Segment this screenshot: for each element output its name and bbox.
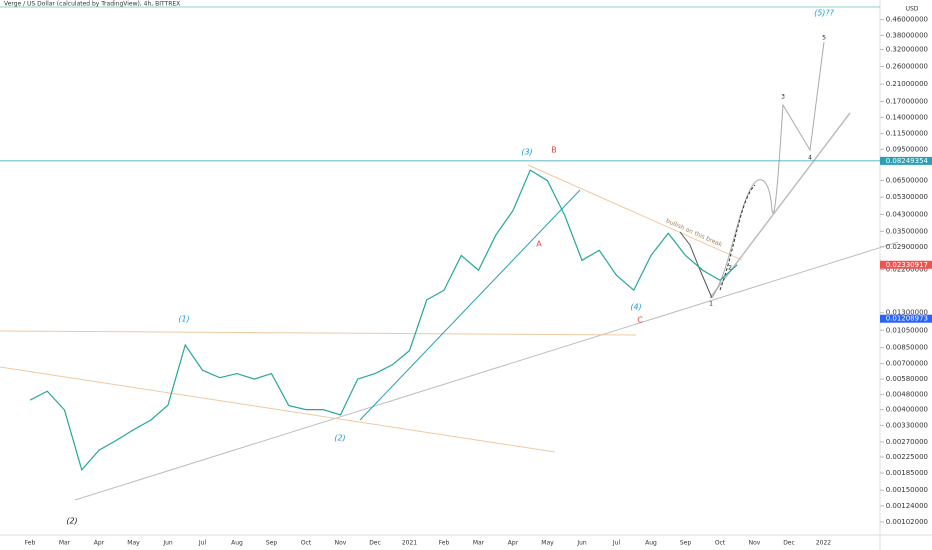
x-tick-label: Sep <box>680 540 692 547</box>
header-title: Verge / US Dollar (calculated by Trading… <box>4 1 180 8</box>
trendline <box>527 164 743 261</box>
price-marker <box>880 260 932 269</box>
trendline <box>0 330 637 336</box>
x-tick-label: May <box>541 540 554 547</box>
x-tick-label: Feb <box>25 540 36 547</box>
trendline <box>359 189 581 421</box>
x-tick-label: 2022 <box>816 540 831 547</box>
x-tick-label: Mar <box>59 540 71 547</box>
x-tick-label: Aug <box>231 540 243 547</box>
count-label: 4 <box>808 155 812 162</box>
x-tick-label: 2021 <box>402 540 417 547</box>
wave-label: (2) <box>334 434 345 443</box>
count-label: 5 <box>822 35 826 42</box>
trendline <box>74 241 899 501</box>
wave-label: (5)?? <box>814 9 835 18</box>
x-tick-label: Oct <box>301 540 312 547</box>
wave-label: (3) <box>521 148 532 157</box>
y-tick-label: 0.00700000 <box>886 360 928 368</box>
y-tick-label: 0.17000000 <box>886 97 928 105</box>
count-label: 3 <box>781 94 785 101</box>
wave-sketch <box>679 231 713 299</box>
y-tick-label: 0.00480000 <box>886 391 928 399</box>
y-tick-label: 0.03500000 <box>886 227 928 235</box>
abc-label: C <box>637 316 643 325</box>
x-tick-label: Mar <box>473 540 485 547</box>
x-tick-label: Jun <box>576 540 587 547</box>
wave-label: (1) <box>178 315 189 324</box>
y-tick-label: 0.05300000 <box>886 193 928 201</box>
x-tick-label: May <box>127 540 140 547</box>
y-tick-label: 0.02200000 <box>886 266 928 274</box>
y-tick-label: 0.14000000 <box>886 113 928 121</box>
trendline <box>709 112 851 299</box>
y-tick-label: 0.00185000 <box>886 469 928 477</box>
price-marker-label: 0.08249354 <box>886 157 929 165</box>
wave-label: (4) <box>630 303 641 312</box>
x-tick-label: Aug <box>645 540 657 547</box>
y-tick-label: 0.00270000 <box>886 438 928 446</box>
x-tick-label: Jul <box>198 540 207 547</box>
y-tick-label: 0.00124000 <box>886 502 928 510</box>
x-tick-label: Oct <box>715 540 726 547</box>
y-tick-label: 0.38000000 <box>886 31 928 39</box>
x-tick-label: Jul <box>612 540 621 547</box>
x-tick-label: Nov <box>749 540 761 547</box>
price-line <box>29 169 738 472</box>
x-tick-label: Feb <box>439 540 450 547</box>
price-marker <box>880 156 932 165</box>
y-tick-label: 0.00580000 <box>886 375 928 383</box>
price-marker-label: 0.02330917 <box>886 261 928 269</box>
x-tick-label: Apr <box>508 540 519 547</box>
wave-label: (2) <box>66 517 77 526</box>
y-tick-label: 0.46000000 <box>886 16 928 24</box>
y-tick-label: 0.00225000 <box>886 453 928 461</box>
y-tick-label: 0.00330000 <box>886 421 928 429</box>
abc-label: A <box>536 240 542 249</box>
y-tick-label: 0.09500000 <box>886 145 928 153</box>
x-tick-label: Sep <box>266 540 278 547</box>
count-label: 1 <box>709 301 713 308</box>
price-marker <box>880 314 932 323</box>
currency: USD <box>906 6 919 13</box>
x-tick-label: Jun <box>162 540 173 547</box>
trendline <box>0 366 556 453</box>
y-tick-label: 0.32000000 <box>886 45 928 53</box>
count-label: 2 <box>728 265 732 272</box>
abc-label: B <box>551 146 557 155</box>
y-tick-label: 0.00400000 <box>886 406 928 414</box>
x-tick-label: Dec <box>783 540 795 547</box>
x-tick-label: Dec <box>369 540 381 547</box>
x-tick-label: Nov <box>335 540 347 547</box>
y-tick-label: 0.00850000 <box>886 344 928 352</box>
y-tick-label: 0.04300000 <box>886 210 928 218</box>
y-tick-label: 0.01300000 <box>886 309 928 317</box>
y-tick-label: 0.11500000 <box>886 130 928 138</box>
y-tick-label: 0.26000000 <box>886 63 928 71</box>
y-tick-label: 0.21000000 <box>886 80 928 88</box>
x-tick-label: Apr <box>94 540 105 547</box>
y-tick-label: 0.00102000 <box>886 518 928 526</box>
y-tick-label: 0.00150000 <box>886 486 928 494</box>
forecast-path <box>711 41 825 299</box>
y-tick-label: 0.06500000 <box>886 176 928 184</box>
y-tick-label: 0.02900000 <box>886 243 928 251</box>
price-marker-label: 0.01208973 <box>886 315 928 323</box>
y-tick-label: 0.01050000 <box>886 326 928 334</box>
drawings <box>0 41 899 501</box>
